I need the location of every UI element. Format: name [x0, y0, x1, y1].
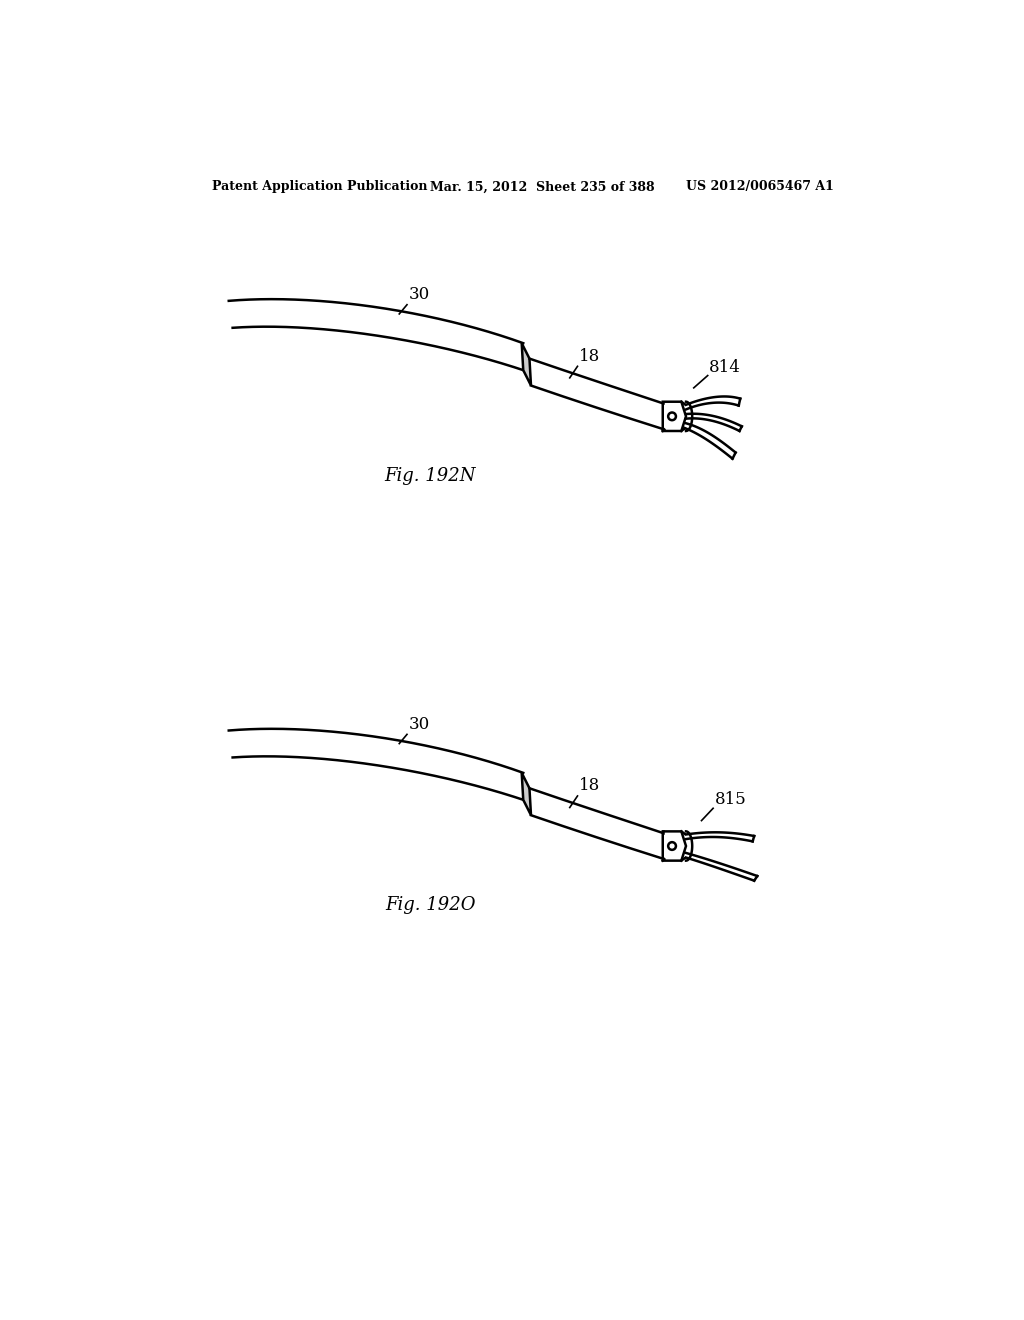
Text: 18: 18	[579, 347, 600, 364]
Polygon shape	[663, 401, 686, 430]
Text: Mar. 15, 2012  Sheet 235 of 388: Mar. 15, 2012 Sheet 235 of 388	[430, 181, 655, 194]
Text: Patent Application Publication: Patent Application Publication	[212, 181, 427, 194]
Text: Fig. 192O: Fig. 192O	[385, 896, 475, 915]
Text: 30: 30	[409, 286, 430, 304]
Text: US 2012/0065467 A1: US 2012/0065467 A1	[686, 181, 834, 194]
Polygon shape	[521, 343, 531, 385]
Text: 815: 815	[715, 791, 746, 808]
Polygon shape	[228, 729, 523, 800]
Text: Fig. 192N: Fig. 192N	[384, 467, 476, 484]
Text: 30: 30	[409, 715, 430, 733]
Text: 18: 18	[579, 777, 600, 795]
Text: 814: 814	[710, 359, 741, 376]
Polygon shape	[529, 359, 665, 429]
Polygon shape	[529, 788, 665, 859]
Polygon shape	[521, 774, 531, 816]
Polygon shape	[663, 832, 686, 861]
Polygon shape	[228, 300, 523, 370]
